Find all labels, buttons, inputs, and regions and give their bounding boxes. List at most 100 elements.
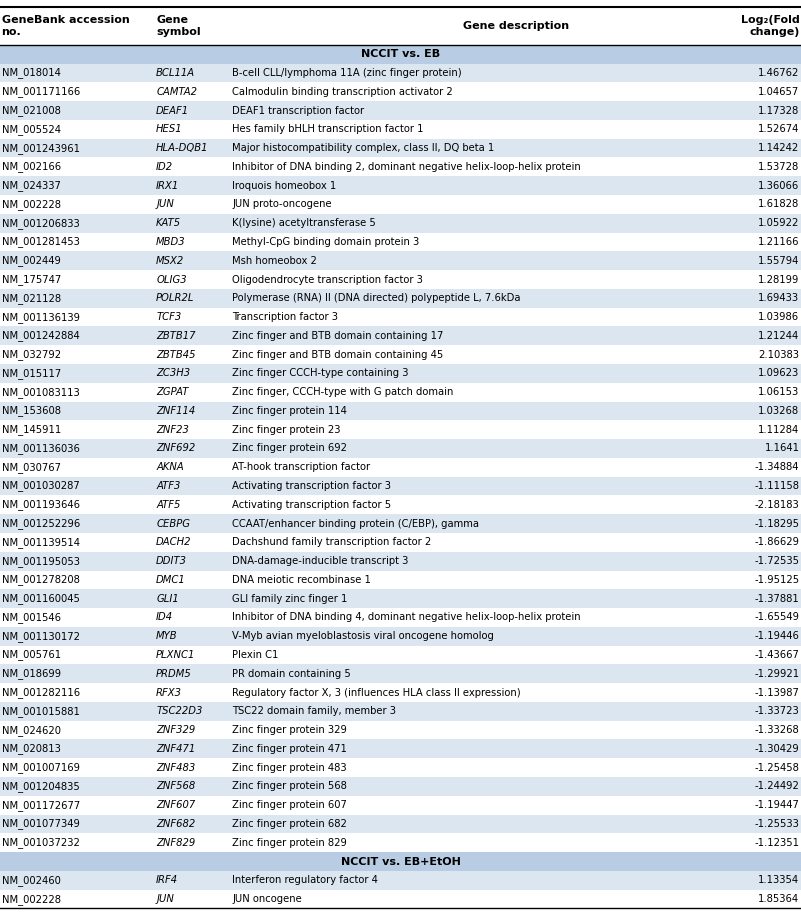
Text: DMC1: DMC1 bbox=[156, 575, 186, 585]
Text: 2.10383: 2.10383 bbox=[759, 350, 799, 360]
Text: -1.43667: -1.43667 bbox=[755, 650, 799, 660]
Text: Activating transcription factor 3: Activating transcription factor 3 bbox=[232, 481, 392, 491]
Bar bbox=[0, 139, 801, 158]
Text: MYB: MYB bbox=[156, 631, 178, 641]
Text: -1.12351: -1.12351 bbox=[755, 838, 799, 848]
Bar bbox=[0, 683, 801, 702]
Bar bbox=[0, 82, 801, 101]
Text: NM_002228: NM_002228 bbox=[2, 199, 61, 210]
Text: NM_001204835: NM_001204835 bbox=[2, 781, 79, 792]
Text: Activating transcription factor 5: Activating transcription factor 5 bbox=[232, 499, 392, 509]
Text: JUN: JUN bbox=[156, 199, 174, 209]
Text: GLI family zinc finger 1: GLI family zinc finger 1 bbox=[232, 593, 348, 603]
Text: Iroquois homeobox 1: Iroquois homeobox 1 bbox=[232, 181, 336, 191]
Text: -1.37881: -1.37881 bbox=[755, 593, 799, 603]
Text: JUN oncogene: JUN oncogene bbox=[232, 894, 302, 904]
Text: NM_001037232: NM_001037232 bbox=[2, 837, 79, 848]
Text: Zinc finger protein 23: Zinc finger protein 23 bbox=[232, 425, 340, 435]
Text: JUN: JUN bbox=[156, 894, 174, 904]
Bar bbox=[0, 7, 801, 45]
Text: 1.85364: 1.85364 bbox=[759, 894, 799, 904]
Bar bbox=[0, 514, 801, 533]
Text: NCCIT vs. EB: NCCIT vs. EB bbox=[361, 49, 440, 59]
Text: NM_005761: NM_005761 bbox=[2, 649, 61, 660]
Bar bbox=[0, 796, 801, 814]
Bar bbox=[0, 608, 801, 627]
Bar bbox=[0, 551, 801, 571]
Text: CCAAT/enhancer binding protein (C/EBP), gamma: CCAAT/enhancer binding protein (C/EBP), … bbox=[232, 519, 479, 529]
Text: 1.69433: 1.69433 bbox=[759, 293, 799, 303]
Text: NM_001030287: NM_001030287 bbox=[2, 480, 79, 491]
Text: 1.11284: 1.11284 bbox=[759, 425, 799, 435]
Text: NM_002166: NM_002166 bbox=[2, 162, 61, 173]
Text: PRDM5: PRDM5 bbox=[156, 668, 192, 678]
Text: Zinc finger protein 568: Zinc finger protein 568 bbox=[232, 782, 347, 792]
Text: NM_145911: NM_145911 bbox=[2, 425, 61, 436]
Text: -1.72535: -1.72535 bbox=[755, 556, 799, 566]
Text: TSC22D3: TSC22D3 bbox=[156, 707, 203, 717]
Text: Zinc finger protein 483: Zinc finger protein 483 bbox=[232, 762, 347, 772]
Text: NM_001007169: NM_001007169 bbox=[2, 762, 79, 773]
Text: POLR2L: POLR2L bbox=[156, 293, 195, 303]
Text: 1.14242: 1.14242 bbox=[759, 143, 799, 153]
Text: 1.1641: 1.1641 bbox=[764, 444, 799, 454]
Bar bbox=[0, 645, 801, 665]
Text: Polymerase (RNA) II (DNA directed) polypeptide L, 7.6kDa: Polymerase (RNA) II (DNA directed) polyp… bbox=[232, 293, 521, 303]
Bar bbox=[0, 777, 801, 796]
Text: PR domain containing 5: PR domain containing 5 bbox=[232, 668, 351, 678]
Text: TCF3: TCF3 bbox=[156, 312, 182, 322]
Bar bbox=[0, 345, 801, 364]
Text: DEAF1: DEAF1 bbox=[156, 106, 189, 116]
Text: -2.18183: -2.18183 bbox=[755, 499, 799, 509]
Text: HES1: HES1 bbox=[156, 124, 183, 134]
Text: NM_032792: NM_032792 bbox=[2, 349, 61, 360]
Bar bbox=[0, 101, 801, 120]
Text: -1.13987: -1.13987 bbox=[755, 687, 799, 698]
Bar bbox=[0, 458, 801, 477]
Text: ZNF607: ZNF607 bbox=[156, 800, 195, 810]
Text: 1.03268: 1.03268 bbox=[759, 406, 799, 416]
Text: Gene
symbol: Gene symbol bbox=[156, 15, 201, 37]
Text: OLIG3: OLIG3 bbox=[156, 275, 187, 285]
Text: PLXNC1: PLXNC1 bbox=[156, 650, 195, 660]
Bar bbox=[0, 627, 801, 645]
Text: ATF3: ATF3 bbox=[156, 481, 180, 491]
Text: -1.18295: -1.18295 bbox=[755, 519, 799, 529]
Text: NM_001136139: NM_001136139 bbox=[2, 311, 79, 322]
Text: MBD3: MBD3 bbox=[156, 237, 186, 247]
Text: NM_001139514: NM_001139514 bbox=[2, 537, 79, 548]
Text: Zinc finger protein 829: Zinc finger protein 829 bbox=[232, 838, 347, 848]
Text: K(lysine) acetyltransferase 5: K(lysine) acetyltransferase 5 bbox=[232, 218, 376, 228]
Text: 1.06153: 1.06153 bbox=[759, 387, 799, 397]
Bar bbox=[0, 720, 801, 740]
Bar bbox=[0, 327, 801, 345]
Text: NM_001171166: NM_001171166 bbox=[2, 87, 80, 98]
Text: 1.03986: 1.03986 bbox=[759, 312, 799, 322]
Text: Zinc finger protein 114: Zinc finger protein 114 bbox=[232, 406, 347, 416]
Text: ZC3H3: ZC3H3 bbox=[156, 368, 191, 378]
Text: GeneBank accession
no.: GeneBank accession no. bbox=[2, 15, 129, 37]
Text: ZBTB45: ZBTB45 bbox=[156, 350, 195, 360]
Text: NM_001281453: NM_001281453 bbox=[2, 236, 79, 247]
Text: 1.46762: 1.46762 bbox=[758, 68, 799, 78]
Text: -1.11158: -1.11158 bbox=[755, 481, 799, 491]
Bar bbox=[0, 195, 801, 214]
Text: ID2: ID2 bbox=[156, 162, 173, 172]
Text: -1.25458: -1.25458 bbox=[755, 762, 799, 772]
Text: Log₂(Fold
change): Log₂(Fold change) bbox=[741, 15, 799, 37]
Text: Dachshund family transcription factor 2: Dachshund family transcription factor 2 bbox=[232, 538, 432, 548]
Text: NM_001015881: NM_001015881 bbox=[2, 706, 79, 717]
Text: IRX1: IRX1 bbox=[156, 181, 179, 191]
Text: 1.61828: 1.61828 bbox=[759, 199, 799, 209]
Bar bbox=[0, 214, 801, 233]
Text: ZBTB17: ZBTB17 bbox=[156, 331, 195, 341]
Text: RFX3: RFX3 bbox=[156, 687, 182, 698]
Text: -1.34884: -1.34884 bbox=[755, 462, 799, 472]
Text: ID4: ID4 bbox=[156, 613, 173, 623]
Text: Calmodulin binding transcription activator 2: Calmodulin binding transcription activat… bbox=[232, 87, 453, 97]
Text: NM_024620: NM_024620 bbox=[2, 725, 61, 736]
Text: Interferon regulatory factor 4: Interferon regulatory factor 4 bbox=[232, 876, 378, 886]
Text: Msh homeobox 2: Msh homeobox 2 bbox=[232, 256, 317, 266]
Text: BCL11A: BCL11A bbox=[156, 68, 195, 78]
Bar bbox=[0, 45, 801, 64]
